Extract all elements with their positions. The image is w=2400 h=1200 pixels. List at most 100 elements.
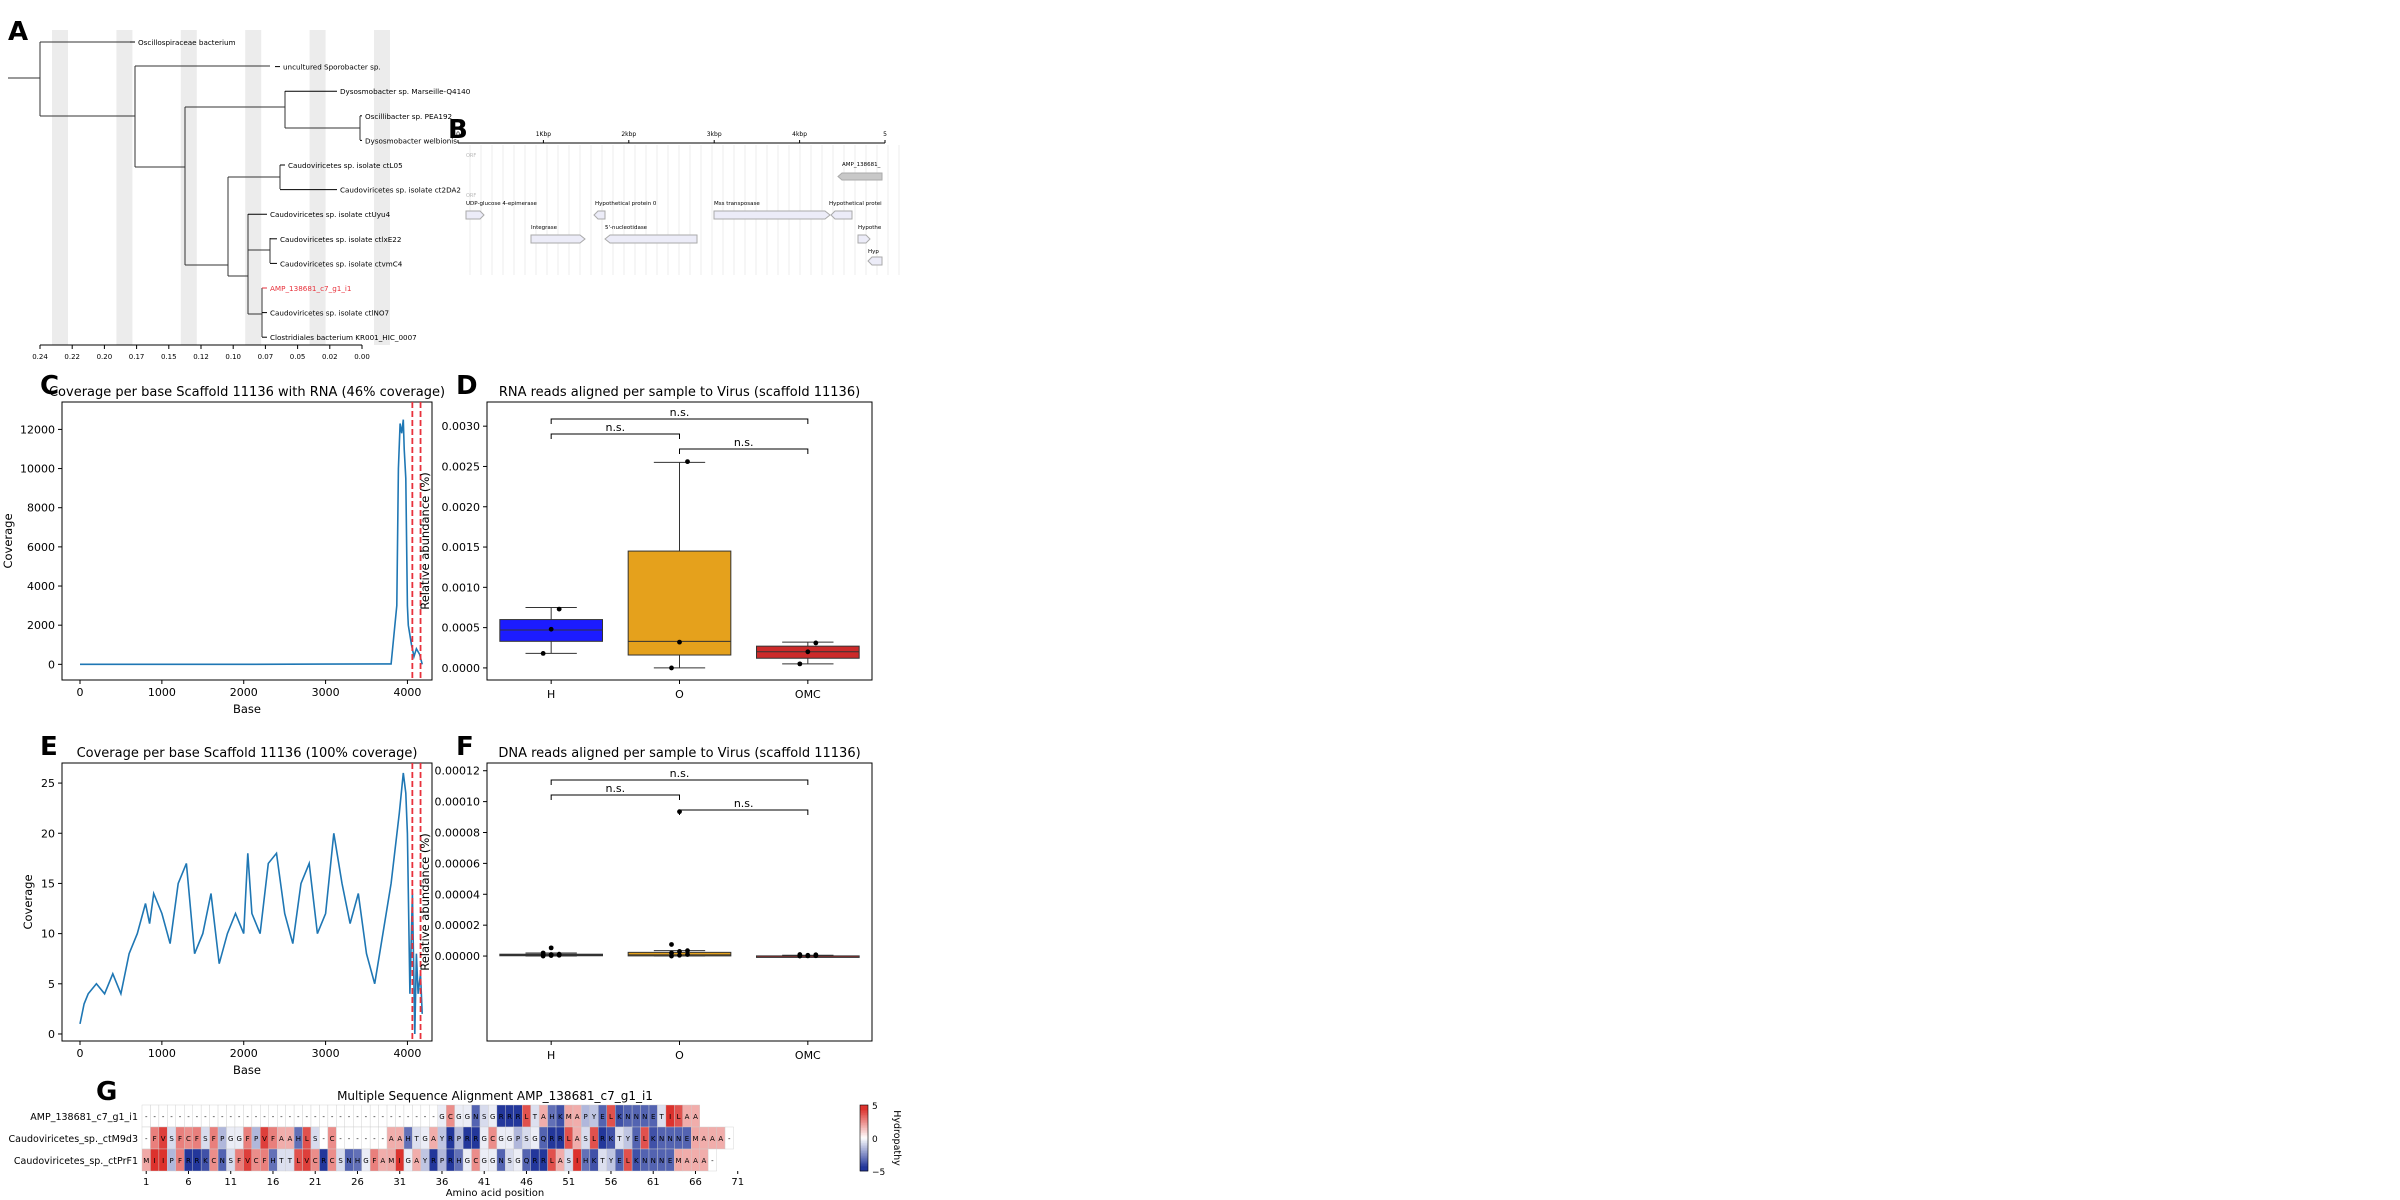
box-data-point	[813, 640, 819, 646]
box-data-point	[797, 952, 803, 957]
colorbar-segment	[860, 1109, 868, 1112]
colorbar-segment	[860, 1121, 868, 1124]
box-data-point	[669, 942, 674, 947]
box-data-point	[685, 952, 690, 957]
msa-residue: F	[246, 1135, 250, 1143]
box-data-point	[677, 949, 682, 954]
msa-residue: T	[659, 1113, 665, 1121]
msa-residue: Q	[541, 1135, 547, 1143]
significance-bracket	[550, 779, 809, 785]
coverage-series-line	[80, 419, 423, 666]
msa-residue: -	[382, 1113, 385, 1121]
msa-residue: -	[170, 1113, 173, 1121]
genome-feature-arrow	[830, 210, 853, 220]
y-tick-label: 0	[48, 658, 55, 671]
msa-residue: Y	[608, 1157, 614, 1165]
colorbar-segment	[860, 1108, 868, 1111]
x-tick-label: 16	[267, 1177, 280, 1188]
msa-residue: -	[339, 1135, 342, 1143]
significance-bracket	[550, 433, 680, 439]
tree-shade-column	[180, 30, 197, 345]
msa-residue: G	[363, 1157, 368, 1165]
msa-residue: L	[525, 1113, 529, 1121]
y-tick-label: 0.0025	[442, 460, 481, 473]
colorbar-label: Hydropathy	[891, 1110, 902, 1166]
genome-feature-label: Hypothetical protei	[829, 201, 882, 207]
msa-residue: P	[457, 1135, 461, 1143]
y-tick-label: 0	[48, 1028, 55, 1041]
y-tick-label: 20	[41, 827, 55, 840]
tree-shade-column	[309, 30, 326, 345]
msa-residue: K	[558, 1113, 563, 1121]
significance-label: n.s.	[605, 421, 625, 434]
msa-residue: E	[617, 1157, 621, 1165]
msa-residue: E	[685, 1135, 689, 1143]
colorbar-segment	[860, 1128, 868, 1131]
plot-frame	[61, 762, 433, 1042]
msa-residue: -	[221, 1113, 224, 1121]
msa-residue: N	[676, 1135, 681, 1143]
msa-residue: A	[718, 1135, 723, 1143]
box-data-point	[540, 651, 546, 656]
msa-residue: -	[280, 1113, 283, 1121]
msa-residue: N	[659, 1135, 664, 1143]
significance-label: n.s.	[734, 797, 754, 810]
msa-residue: A	[397, 1135, 402, 1143]
genome-axis-label: 0	[456, 131, 460, 138]
msa-residue: R	[321, 1157, 326, 1165]
msa-residue: -	[187, 1113, 190, 1121]
colorbar-segment	[860, 1169, 868, 1172]
panel-label-d: D	[456, 371, 478, 401]
box-body	[627, 550, 732, 656]
colorbar-segment	[860, 1138, 868, 1140]
msa-residue: A	[693, 1157, 698, 1165]
msa-residue: T	[532, 1113, 538, 1121]
msa-residue: -	[390, 1113, 393, 1121]
msa-residue: -	[314, 1113, 317, 1121]
tree-axis-tick-label: 0.02	[322, 353, 338, 361]
msa-residue: V	[245, 1157, 250, 1165]
msa-row-label: AMP_138681_c7_g1_i1	[30, 1112, 138, 1123]
msa-residue: G	[498, 1135, 503, 1143]
x-tick-label: O	[675, 1049, 684, 1062]
msa-heatmap: Multiple Sequence Alignment AMP_138681_c…	[9, 1089, 902, 1199]
colorbar-segment	[860, 1124, 868, 1127]
msa-residue: G	[465, 1113, 470, 1121]
msa-residue: G	[236, 1135, 241, 1143]
msa-residue: F	[212, 1135, 216, 1143]
msa-residue: G	[482, 1157, 487, 1165]
msa-residue: E	[668, 1157, 672, 1165]
tree-leaf-label: Caudoviricetes sp. isolate ctlNO7	[270, 309, 389, 318]
y-tick-label: 0.0020	[442, 501, 481, 514]
msa-residue: R	[186, 1157, 191, 1165]
msa-residue: H	[549, 1113, 554, 1121]
colorbar-segment	[860, 1136, 868, 1139]
x-tick-label: H	[547, 1049, 555, 1062]
msa-residue: -	[382, 1135, 385, 1143]
x-axis-label: Base	[233, 702, 261, 716]
msa-residue: A	[414, 1157, 419, 1165]
colorbar-segment	[860, 1111, 868, 1114]
msa-residue: G	[456, 1113, 461, 1121]
msa-residue: A	[685, 1113, 690, 1121]
msa-residue: -	[162, 1113, 165, 1121]
msa-residue: -	[373, 1113, 376, 1121]
tree-shade-column	[116, 30, 133, 345]
msa-residue: C	[330, 1157, 335, 1165]
msa-cell	[707, 1148, 717, 1172]
box-data-point	[669, 950, 674, 956]
significance-label: n.s.	[734, 436, 754, 449]
y-axis-label: Coverage	[21, 874, 35, 929]
msa-residue: -	[711, 1157, 714, 1165]
y-tick-label: 5	[48, 978, 55, 991]
msa-residue: F	[372, 1157, 376, 1165]
msa-residue: C	[490, 1135, 495, 1143]
msa-residue: V	[161, 1135, 166, 1143]
x-tick-label: 0	[77, 1047, 84, 1060]
y-tick-label: 0.00012	[435, 765, 481, 778]
genome-feature-arrow	[530, 234, 586, 244]
msa-residue: R	[532, 1157, 537, 1165]
genome-feature-arrow	[837, 172, 883, 181]
msa-residue: -	[263, 1113, 266, 1121]
genome-feature-arrow	[867, 256, 883, 266]
